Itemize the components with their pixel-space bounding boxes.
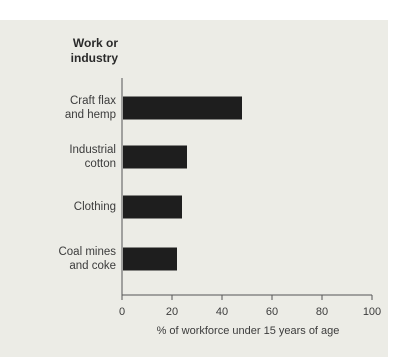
category-label-line: Clothing	[73, 201, 116, 213]
bar	[123, 195, 182, 219]
y-axis-title: Work or industry	[48, 36, 118, 66]
bar	[123, 96, 242, 120]
x-tick-label: 40	[216, 306, 228, 318]
category-label: Clothing	[20, 200, 116, 214]
y-axis-title-line: Work or	[72, 36, 118, 50]
x-tick-label: 100	[363, 306, 381, 318]
x-tick-label: 0	[119, 306, 125, 318]
category-label: Coal mines and coke	[20, 245, 116, 273]
category-label-line: Craft flax	[69, 95, 116, 107]
x-axis-title: % of workforce under 15 years of age	[156, 325, 340, 337]
x-tick-label: 20	[166, 306, 178, 318]
bar	[123, 145, 187, 169]
y-axis-title-line: industry	[70, 51, 118, 65]
x-tick-label: 60	[266, 306, 278, 318]
category-label: Industrial cotton	[20, 143, 116, 171]
x-tick-label: 80	[316, 306, 328, 318]
bar	[123, 247, 177, 271]
category-label-line: Industrial	[69, 144, 116, 156]
category-label-line: cotton	[84, 158, 116, 170]
category-label: Craft flax and hemp	[20, 94, 116, 122]
category-label-line: and hemp	[64, 109, 116, 121]
category-label-line: and coke	[69, 260, 116, 272]
category-label-line: Coal mines	[58, 246, 116, 258]
chart-panel	[0, 20, 388, 357]
